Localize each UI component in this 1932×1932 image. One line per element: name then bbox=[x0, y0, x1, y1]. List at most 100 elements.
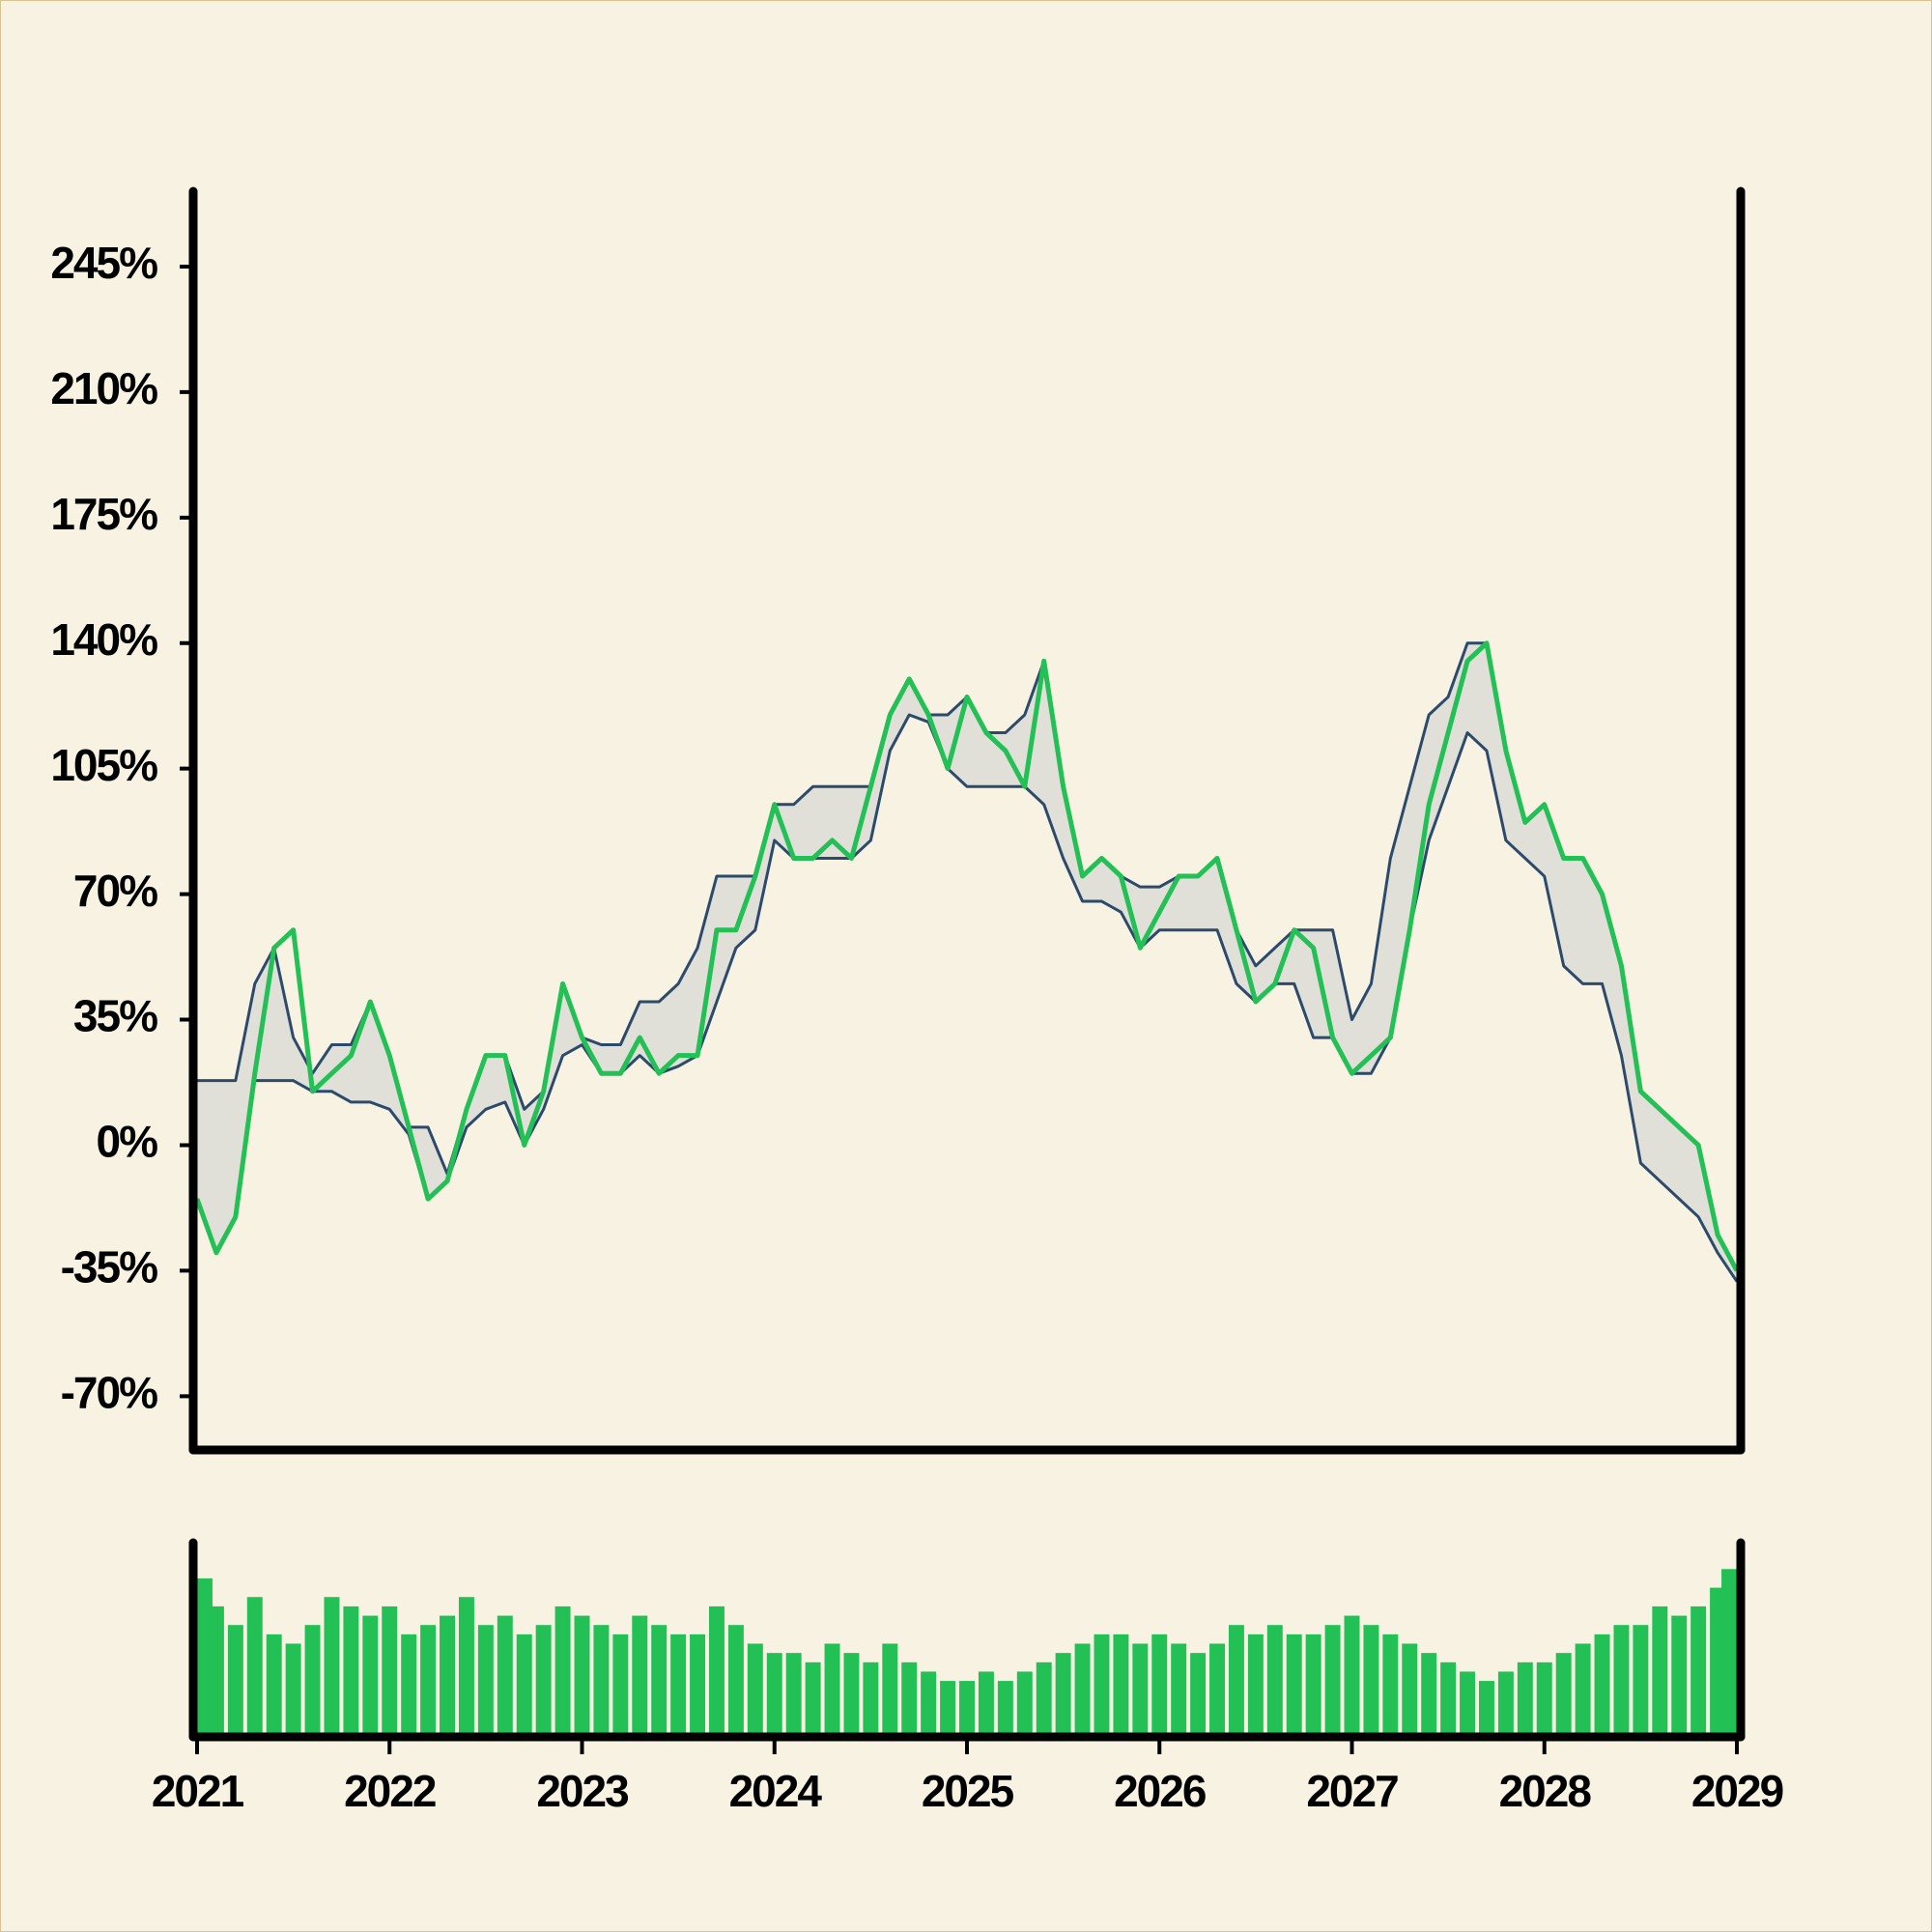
volume-bar bbox=[362, 1615, 379, 1737]
y-tick-label: -70% bbox=[61, 1367, 157, 1417]
y-tick-label: 210% bbox=[50, 363, 157, 413]
x-tick-label: 2027 bbox=[1306, 1766, 1398, 1816]
volume-bar bbox=[863, 1662, 879, 1737]
volume-bar bbox=[574, 1615, 590, 1737]
volume-bar bbox=[1305, 1634, 1321, 1737]
volume-bar bbox=[824, 1643, 840, 1737]
volume-bar bbox=[805, 1662, 821, 1737]
volume-bar bbox=[516, 1634, 532, 1737]
volume-bar bbox=[901, 1662, 918, 1737]
volume-bar bbox=[246, 1597, 263, 1737]
volume-bar bbox=[1575, 1643, 1591, 1737]
volume-bar bbox=[978, 1671, 994, 1737]
volume-bar bbox=[1517, 1662, 1533, 1737]
volume-bar bbox=[440, 1615, 455, 1737]
volume-bar bbox=[940, 1681, 956, 1737]
volume-bar bbox=[535, 1625, 552, 1737]
volume-bar bbox=[1074, 1643, 1091, 1737]
volume-bar bbox=[1266, 1625, 1283, 1737]
volume-bar bbox=[1094, 1634, 1110, 1737]
x-tick-label: 2029 bbox=[1691, 1766, 1783, 1816]
volume-bar bbox=[1440, 1662, 1457, 1737]
volume-bar bbox=[497, 1615, 513, 1737]
x-tick-label: 2023 bbox=[536, 1766, 628, 1816]
y-tick-label: 175% bbox=[50, 489, 157, 539]
volume-bar bbox=[1228, 1625, 1244, 1737]
volume-bar bbox=[458, 1597, 474, 1737]
volume-bar bbox=[1382, 1634, 1399, 1737]
volume-bar bbox=[1055, 1653, 1071, 1737]
volume-bar bbox=[1324, 1625, 1341, 1737]
volume-bar bbox=[1421, 1653, 1437, 1737]
y-tick-label: 245% bbox=[50, 238, 157, 288]
volume-bar bbox=[670, 1634, 687, 1737]
volume-bar bbox=[690, 1634, 706, 1737]
volume-bar bbox=[382, 1605, 398, 1737]
volume-bar bbox=[1613, 1625, 1630, 1737]
volume-bar bbox=[285, 1643, 301, 1737]
volume-bar bbox=[1497, 1671, 1514, 1737]
volume-bar bbox=[1536, 1662, 1552, 1737]
volume-bar bbox=[1479, 1681, 1494, 1737]
x-tick-label: 2026 bbox=[1114, 1766, 1206, 1816]
x-tick-label: 2028 bbox=[1499, 1766, 1592, 1816]
band-fill bbox=[197, 642, 1737, 1282]
volume-bar bbox=[1132, 1643, 1149, 1737]
volume-bar bbox=[766, 1653, 782, 1737]
volume-bar bbox=[554, 1605, 571, 1737]
volume-bar bbox=[1344, 1615, 1360, 1737]
volume-bar bbox=[785, 1653, 802, 1737]
volume-bar bbox=[1016, 1671, 1033, 1737]
volume-bar bbox=[1363, 1625, 1379, 1737]
volume-bar bbox=[401, 1634, 417, 1737]
volume-bar bbox=[1652, 1605, 1668, 1737]
volume-bar bbox=[612, 1634, 629, 1737]
volume-bar bbox=[1151, 1634, 1168, 1737]
volume-bar bbox=[420, 1625, 437, 1737]
volume-bar bbox=[266, 1634, 282, 1737]
volume-bar bbox=[1171, 1643, 1187, 1737]
y-tick-label: 35% bbox=[73, 991, 157, 1041]
volume-bar bbox=[593, 1625, 610, 1737]
x-tick-label: 2025 bbox=[922, 1766, 1014, 1816]
volume-bar bbox=[227, 1625, 243, 1737]
volume-bar bbox=[304, 1625, 321, 1737]
volume-bar bbox=[921, 1671, 937, 1737]
y-tick-label: 140% bbox=[50, 614, 157, 665]
volume-bar bbox=[1721, 1569, 1737, 1737]
y-tick-label: 0% bbox=[97, 1117, 158, 1167]
volume-bar bbox=[959, 1681, 975, 1737]
volume-bar bbox=[632, 1615, 648, 1737]
x-tick-label: 2022 bbox=[344, 1766, 436, 1816]
volume-bar bbox=[843, 1653, 860, 1737]
volume-bar bbox=[1286, 1634, 1302, 1737]
volume-bar bbox=[1209, 1643, 1225, 1737]
x-tick-label: 2024 bbox=[729, 1766, 823, 1816]
volume-bar bbox=[882, 1643, 898, 1737]
line-series bbox=[194, 640, 1740, 1272]
volume-bar bbox=[1247, 1634, 1264, 1737]
volume-bar bbox=[727, 1625, 744, 1737]
y-tick-label: 105% bbox=[50, 740, 157, 790]
volume-bar bbox=[1555, 1653, 1572, 1737]
volume-bar bbox=[1710, 1587, 1726, 1737]
volume-bar bbox=[1113, 1634, 1129, 1737]
x-tick-label: 2021 bbox=[152, 1766, 244, 1816]
volume-bar bbox=[1036, 1662, 1052, 1737]
volume-bar bbox=[208, 1605, 224, 1737]
volume-bar bbox=[1594, 1634, 1610, 1737]
volume-bar bbox=[1671, 1615, 1688, 1737]
volume-bar bbox=[1690, 1605, 1707, 1737]
volume-bar bbox=[747, 1643, 763, 1737]
y-tick-label: -35% bbox=[61, 1242, 157, 1293]
volume-bar bbox=[324, 1597, 340, 1737]
volume-bar bbox=[1633, 1625, 1649, 1737]
y-tick-label: 70% bbox=[73, 866, 157, 916]
volume-bar bbox=[997, 1681, 1013, 1737]
volume-bar bbox=[1460, 1671, 1476, 1737]
volume-bar bbox=[1190, 1653, 1207, 1737]
volume-bar bbox=[477, 1625, 494, 1737]
volume-bar bbox=[343, 1605, 359, 1737]
volume-bar bbox=[1402, 1643, 1418, 1737]
